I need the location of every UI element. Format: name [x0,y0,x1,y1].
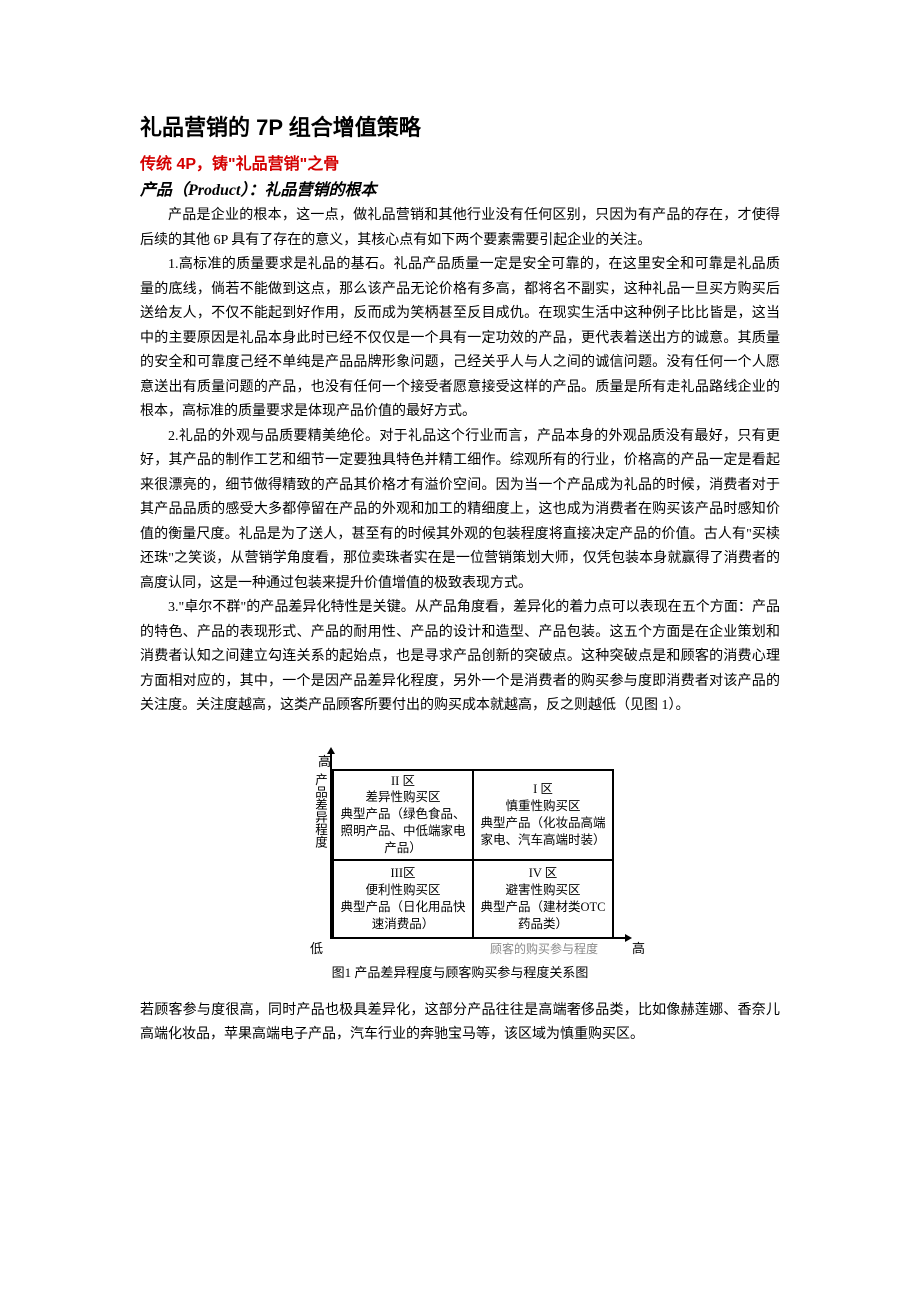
paragraph-intro: 产品是企业的根本，这一点，做礼品营销和其他行业没有任何区别，只因为有产品的存在，… [140,204,780,253]
section-heading-red: 传统 4P，铸"礼品营销"之骨 [140,150,780,174]
x-axis-high-label: 高 [632,938,645,957]
quadrant-2: II 区 差异性购买区 典型产品（绿色食品、照明产品、中低端家电产品） [333,770,473,860]
quadrant-1: I 区 慎重性购买区 典型产品（化妆品高端家电、汽车高端时装） [473,770,613,860]
paragraph-after-figure: 若顾客参与度很高，同时产品也极具差异化，这部分产品往往是高端奢侈品类，比如像赫莲… [140,999,780,1048]
document-page: 礼品营销的 7P 组合增值策略 传统 4P，铸"礼品营销"之骨 产品（Produ… [0,0,920,1302]
figure-1: 高 产品差异程度 II 区 差异性购买区 典型产品（绿色食品、照明产品、中低端家… [140,741,780,981]
quadrant-1-prod: 典型产品（化妆品高端家电、汽车高端时装） [476,815,610,849]
quadrant-3: III区 便利性购买区 典型产品（日化用品快速消费品） [333,860,473,938]
paragraph-1: 1.高标准的质量要求是礼品的基石。礼品产品质量一定是安全可靠的，在这里安全和可靠… [140,253,780,425]
quadrant-1-name: 慎重性购买区 [505,798,580,815]
quadrant-4-prod: 典型产品（建材类OTC药品类） [476,899,610,933]
paragraph-3: 3."卓尔不群"的产品差异化特性是关键。从产品角度看，差异化的着力点可以表现在五… [140,596,780,719]
section-heading-italic: 产品（Product）：礼品营销的根本 [140,176,780,200]
quadrant-4-zone: IV 区 [529,865,558,882]
figure-canvas: 高 产品差异程度 II 区 差异性购买区 典型产品（绿色食品、照明产品、中低端家… [270,741,650,956]
quadrant-1-zone: I 区 [533,781,553,798]
x-axis-title: 顾客的购买参与程度 [490,940,598,957]
quadrant-4-name: 避害性购买区 [505,882,580,899]
quadrant-grid: II 区 差异性购买区 典型产品（绿色食品、照明产品、中低端家电产品） I 区 … [332,769,614,939]
quadrant-3-zone: III区 [391,865,416,882]
y-axis-low-label: 低 [310,938,323,957]
quadrant-3-name: 便利性购买区 [365,882,440,899]
article-title: 礼品营销的 7P 组合增值策略 [140,110,780,142]
y-axis-title: 产品差异程度 [311,773,330,848]
quadrant-4: IV 区 避害性购买区 典型产品（建材类OTC药品类） [473,860,613,938]
quadrant-2-zone: II 区 [391,773,415,790]
quadrant-2-prod: 典型产品（绿色食品、照明产品、中低端家电产品） [336,806,470,857]
quadrant-3-prod: 典型产品（日化用品快速消费品） [336,899,470,933]
quadrant-2-name: 差异性购买区 [365,789,440,806]
paragraph-2: 2.礼品的外观与品质要精美绝伦。对于礼品这个行业而言，产品本身的外观品质没有最好… [140,425,780,597]
figure-caption: 图1 产品差异程度与顾客购买参与程度关系图 [332,962,589,981]
